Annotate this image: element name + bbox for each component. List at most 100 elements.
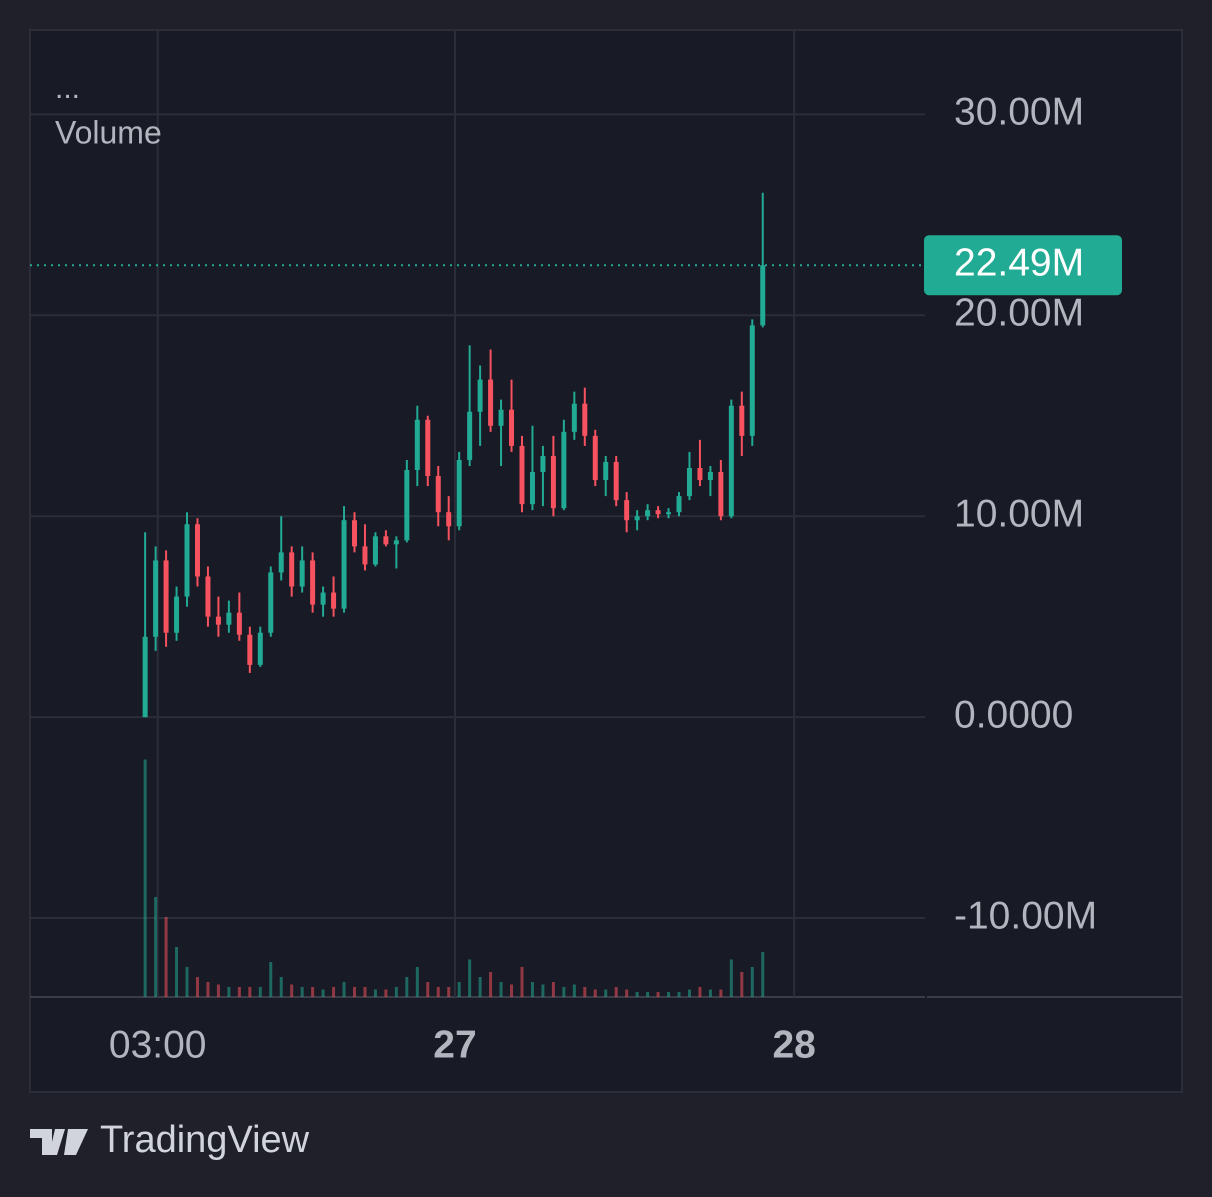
volume-bar <box>164 917 168 997</box>
candle-body <box>686 467 692 497</box>
candle-body <box>310 560 316 605</box>
volume-bar <box>248 987 252 997</box>
last-price-label: 22.49M <box>954 242 1084 285</box>
candle-body <box>362 546 368 565</box>
volume-bar <box>541 984 545 997</box>
candle-body <box>540 455 546 473</box>
volume-bar <box>468 959 472 997</box>
grid <box>30 30 925 997</box>
candle-body <box>320 592 326 605</box>
volume-bar <box>227 987 231 997</box>
candle-body <box>278 552 284 573</box>
candle-body <box>592 435 598 481</box>
volume-bar <box>216 984 220 997</box>
candle-body <box>488 379 494 426</box>
header: ... <box>55 72 80 105</box>
candle-body <box>236 612 242 635</box>
volume-bar <box>269 962 273 997</box>
candle-body <box>268 572 274 633</box>
logo <box>30 1129 88 1155</box>
y-tick-label: 0.0000 <box>954 693 1073 736</box>
volume-bar <box>279 977 283 997</box>
candle-body <box>414 419 420 471</box>
volume-pane <box>143 759 765 997</box>
volume-bar <box>604 989 608 997</box>
volume-bar <box>583 987 587 997</box>
volume-bar <box>290 984 294 997</box>
volume-bar <box>311 987 315 997</box>
volume-bar <box>635 992 639 997</box>
candle-body <box>634 516 640 521</box>
candle-body <box>571 403 577 432</box>
volume-bar <box>415 967 419 997</box>
volume-bar <box>258 987 262 997</box>
candle-body <box>613 461 619 501</box>
volume-bar <box>719 989 723 997</box>
volume-bar <box>677 992 681 997</box>
volume-bar <box>761 952 765 997</box>
candle-body <box>215 616 221 625</box>
volume-bar <box>342 982 346 997</box>
volume-bar <box>321 989 325 997</box>
candle-body <box>624 500 630 521</box>
candle-body <box>341 520 347 609</box>
volume-bar <box>729 959 733 997</box>
candle-body <box>529 472 535 505</box>
volume-bar <box>237 987 241 997</box>
candle-body <box>372 536 378 565</box>
y-tick-label: 20.00M <box>954 292 1084 335</box>
candle-body <box>728 405 734 517</box>
candle-body <box>519 445 525 505</box>
volume-bar <box>572 984 576 997</box>
volume-bar <box>384 989 388 997</box>
candle-body <box>153 560 159 637</box>
volume-bar <box>426 982 430 997</box>
x-tick-label: 03:00 <box>109 1023 207 1066</box>
volume-bar <box>175 947 179 997</box>
candle-body <box>550 455 556 509</box>
candle-body <box>174 596 180 633</box>
candle-body <box>257 632 263 665</box>
brand: TradingView <box>100 1119 310 1161</box>
candle-body <box>383 536 389 545</box>
volume-bar <box>195 977 199 997</box>
candle-body <box>498 409 504 426</box>
volume-bar <box>405 977 409 997</box>
volume-bar <box>489 972 493 997</box>
y-tick-label: 30.00M <box>954 91 1084 134</box>
candle-body <box>666 512 672 515</box>
y-tick-label: -10.00M <box>954 894 1097 937</box>
candle-body <box>247 634 253 665</box>
candle-body <box>603 461 609 481</box>
volume-bar <box>593 989 597 997</box>
candle-body <box>404 470 410 541</box>
volume-bar <box>373 989 377 997</box>
volume-bar <box>614 987 618 997</box>
volume-bar <box>625 989 629 997</box>
candle-body <box>749 325 755 436</box>
pane-label: Volume <box>55 114 162 150</box>
volume-bar <box>698 987 702 997</box>
volume-bar <box>332 987 336 997</box>
volume-bar <box>740 972 744 997</box>
volume-bar <box>185 967 189 997</box>
candle-body <box>435 476 441 513</box>
x-tick-label: 27 <box>433 1023 476 1066</box>
volume-bar <box>447 987 451 997</box>
candles <box>142 192 766 718</box>
volume-bar <box>656 992 660 997</box>
candle-body <box>561 431 567 509</box>
candle-body <box>205 576 211 617</box>
candle-body <box>184 524 190 597</box>
candle-body <box>467 411 473 460</box>
x-tick-label: 28 <box>772 1023 815 1066</box>
volume-bar <box>206 982 210 997</box>
candle-body <box>707 472 713 481</box>
volume-bar <box>520 967 524 997</box>
candle-body <box>425 419 431 477</box>
volume-bar <box>687 989 691 997</box>
candle-body <box>582 403 588 436</box>
candle-body <box>477 379 483 412</box>
last-price-box <box>924 235 1122 296</box>
volume-bar <box>646 992 650 997</box>
